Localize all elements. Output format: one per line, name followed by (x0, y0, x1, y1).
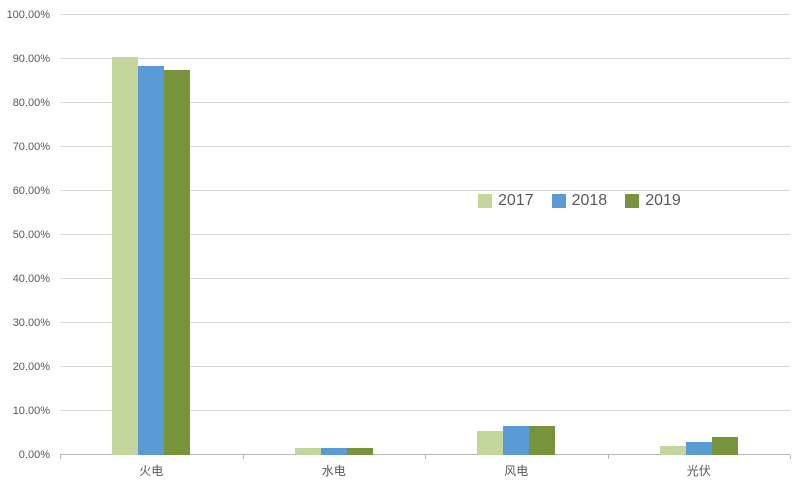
bar-groups (60, 15, 790, 455)
bar-2019-光伏 (711, 437, 738, 455)
bar-2017-风电 (477, 430, 504, 455)
gridline (60, 410, 790, 411)
legend-item-2019: 2019 (625, 192, 681, 210)
bar-2018-水电 (320, 448, 347, 455)
x-tick-mark (60, 455, 61, 459)
gridline (60, 278, 790, 279)
bar-2017-光伏 (659, 446, 686, 455)
x-category-label: 水电 (321, 464, 346, 478)
y-tick-label: 70.00% (12, 141, 50, 153)
y-tick-label: 50.00% (12, 229, 50, 241)
legend-swatch-icon (478, 194, 492, 208)
y-tick-label: 10.00% (12, 405, 50, 417)
gridline (60, 102, 790, 103)
bar-2017-火电 (112, 56, 139, 455)
y-axis-labels: 0.00% 10.00% 20.00% 30.00% 40.00% 50.00% 60.00… (0, 9, 52, 461)
x-category-label: 光伏 (686, 464, 711, 478)
bar-2018-风电 (503, 426, 530, 455)
gridline (60, 58, 790, 59)
bar-group (425, 15, 608, 455)
bar-2019-水电 (346, 448, 373, 455)
gridline (60, 14, 790, 15)
legend-swatch-icon (625, 194, 640, 208)
legend-swatch-icon (551, 194, 566, 208)
legend-label: 2018 (571, 192, 608, 209)
y-tick-label: 80.00% (12, 97, 50, 109)
gridline (60, 322, 790, 323)
bar-group (243, 15, 426, 455)
bar-2018-火电 (138, 65, 165, 455)
legend-item-2017: 2017 (478, 192, 534, 210)
y-tick-label: 40.00% (12, 273, 50, 285)
legend-label: 2019 (645, 192, 681, 209)
bar-group (60, 15, 243, 455)
y-tick-label: 90.00% (12, 53, 50, 65)
gridline (60, 190, 790, 191)
bar-2019-火电 (164, 70, 191, 455)
x-tick-mark (242, 455, 244, 459)
y-tick-label: 60.00% (12, 185, 50, 197)
x-axis-line (60, 454, 790, 455)
x-tick-mark (425, 455, 426, 459)
legend-label: 2017 (498, 192, 534, 209)
y-tick-label: 100.00% (6, 9, 50, 21)
x-category-label: 火电 (139, 464, 164, 478)
x-axis-labels: 火电 水电 风电 光伏 (60, 462, 790, 479)
y-tick-label: 0.00% (18, 449, 50, 461)
bar-2018-光伏 (685, 441, 712, 455)
bar-2017-水电 (294, 448, 321, 455)
legend-item-2018: 2018 (551, 192, 608, 210)
bar-group (608, 15, 791, 455)
legend: 2017 2018 2019 (478, 192, 681, 210)
x-tick-mark (790, 455, 791, 459)
y-tick-label: 30.00% (12, 317, 50, 329)
gridline (60, 234, 790, 235)
plot-area: 2017 2018 2019 (60, 14, 791, 459)
gridline (60, 366, 790, 367)
bar-2019-风电 (529, 426, 556, 455)
y-tick-label: 20.00% (12, 361, 50, 373)
x-tick-mark (607, 455, 609, 459)
x-category-label: 风电 (504, 464, 529, 478)
gridline (60, 146, 790, 147)
